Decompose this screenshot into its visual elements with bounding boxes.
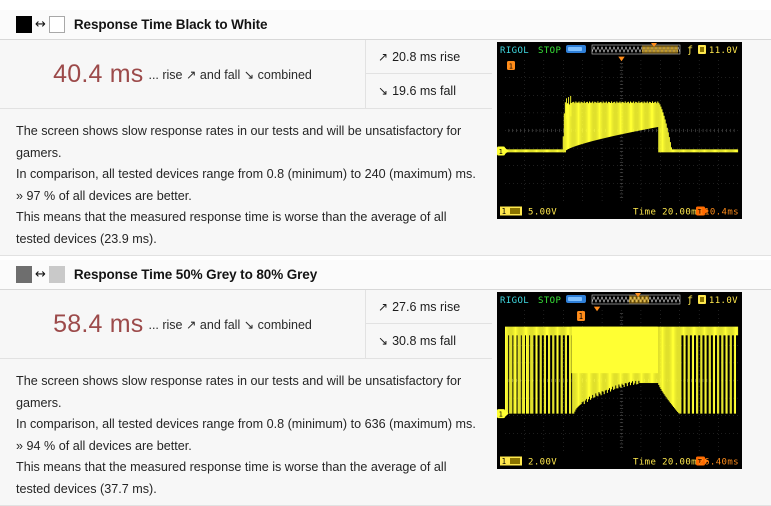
oscilloscope-canvas: RIGOL STOP ƒ 11.0V 1 1 1 2.00V Time 20.00msT26.4… [497, 292, 742, 469]
description-line: The screen shows slow response rates in … [16, 374, 462, 410]
rise-value: 20.8 ms rise [392, 49, 461, 64]
description-line: In comparison, all tested devices range … [16, 417, 476, 453]
oscilloscope-canvas: RIGOL STOP ƒ 11.0V 1 1 1 5.00V Time 20.00msT110.… [497, 42, 742, 219]
oscilloscope-screenshot: RIGOL STOP ƒ 11.0V 1 1 1 5.00V Time 20.00ms T 110.… [497, 42, 742, 219]
svg-text:2.00V: 2.00V [528, 458, 557, 468]
rise-fall-column: ↗ 27.6 ms rise ↘ 30.8 ms fall [366, 290, 492, 358]
combined-measurement: 40.4 ms ... rise ↗ and fall ↘ combined [0, 40, 366, 108]
bidirectional-arrow-icon: ↔ [35, 267, 46, 282]
svg-text:26.40ms: 26.40ms [698, 458, 739, 468]
svg-text:1: 1 [502, 457, 507, 466]
description-line: In comparison, all tested devices range … [16, 167, 476, 203]
combined-note: ... rise ↗ and fall ↘ combined [148, 67, 312, 82]
description-line: The screen shows slow response rates in … [16, 124, 462, 160]
combined-value: 40.4 ms [53, 59, 144, 88]
svg-text:RIGOL: RIGOL [500, 46, 529, 56]
description-block: The screen shows slow response rates in … [0, 359, 492, 500]
section-title: Response Time 50% Grey to 80% Grey [73, 267, 318, 282]
fall-value: 30.8 ms fall [392, 334, 456, 348]
svg-text:1: 1 [509, 63, 514, 71]
combined-measurement: 58.4 ms ... rise ↗ and fall ↘ combined [0, 290, 366, 358]
fall-value: 19.6 ms fall [392, 84, 456, 98]
svg-text:STOP: STOP [538, 46, 561, 56]
rise-cell: ↗ 27.6 ms rise [366, 290, 492, 324]
fall-arrow-icon: ↘ [378, 84, 389, 98]
svg-text:1: 1 [502, 207, 507, 216]
svg-text:Time 20.00ms: Time 20.00ms [633, 208, 703, 218]
rise-arrow-icon: ↗ [378, 49, 389, 64]
color-swatch-to [48, 16, 65, 33]
bidirectional-arrow-icon: ↔ [35, 17, 46, 32]
svg-text:T: T [698, 458, 703, 466]
section-title: Response Time Black to White [73, 17, 268, 32]
summary-row: 40.4 ms ... rise ↗ and fall ↘ combined ↗… [0, 40, 492, 109]
combined-value: 58.4 ms [53, 309, 144, 338]
svg-text:110.4ms: 110.4ms [698, 208, 739, 218]
description-line: This means that the measured response ti… [16, 210, 447, 246]
section-black-to-white: ↔ Response Time Black to White 40.4 ms .… [0, 10, 771, 256]
svg-text:RIGOL: RIGOL [500, 296, 529, 306]
description-line: This means that the measured response ti… [16, 460, 447, 496]
section-header: ↔ Response Time Black to White [0, 10, 771, 40]
svg-text:1: 1 [579, 312, 584, 321]
svg-text:ƒ: ƒ [687, 45, 693, 56]
summary-row: 58.4 ms ... rise ↗ and fall ↘ combined ↗… [0, 290, 492, 359]
section-header: ↔ Response Time 50% Grey to 80% Grey [0, 260, 771, 290]
svg-text:STOP: STOP [538, 296, 561, 306]
svg-text:ƒ: ƒ [687, 295, 693, 306]
measurement-column: 40.4 ms ... rise ↗ and fall ↘ combined ↗… [0, 40, 492, 255]
svg-text:T: T [698, 208, 703, 216]
oscilloscope-screenshot: RIGOL STOP ƒ 11.0V 1 1 1 2.00V Time 20.00ms T 26.4… [497, 292, 742, 469]
svg-text:5.00V: 5.00V [528, 208, 557, 218]
section-body: 58.4 ms ... rise ↗ and fall ↘ combined ↗… [0, 290, 771, 506]
svg-text:1: 1 [499, 148, 504, 156]
color-swatch-to [48, 266, 65, 283]
svg-text:1: 1 [499, 411, 504, 419]
section-body: 40.4 ms ... rise ↗ and fall ↘ combined ↗… [0, 40, 771, 256]
color-swatch-from [16, 266, 32, 283]
section-grey-50-to-80: ↔ Response Time 50% Grey to 80% Grey 58.… [0, 260, 771, 506]
rise-arrow-icon: ↗ [378, 299, 389, 314]
svg-text:11.0V: 11.0V [709, 296, 738, 306]
fall-cell: ↘ 19.6 ms fall [366, 74, 492, 108]
fall-cell: ↘ 30.8 ms fall [366, 324, 492, 358]
fall-arrow-icon: ↘ [378, 334, 389, 348]
measurement-column: 58.4 ms ... rise ↗ and fall ↘ combined ↗… [0, 290, 492, 505]
rise-value: 27.6 ms rise [392, 299, 461, 314]
svg-text:Time 20.00ms: Time 20.00ms [633, 458, 703, 468]
combined-note: ... rise ↗ and fall ↘ combined [148, 317, 312, 332]
color-swatch-from [16, 16, 32, 33]
svg-text:11.0V: 11.0V [709, 46, 738, 56]
rise-fall-column: ↗ 20.8 ms rise ↘ 19.6 ms fall [366, 40, 492, 108]
rise-cell: ↗ 20.8 ms rise [366, 40, 492, 74]
description-block: The screen shows slow response rates in … [0, 109, 492, 250]
